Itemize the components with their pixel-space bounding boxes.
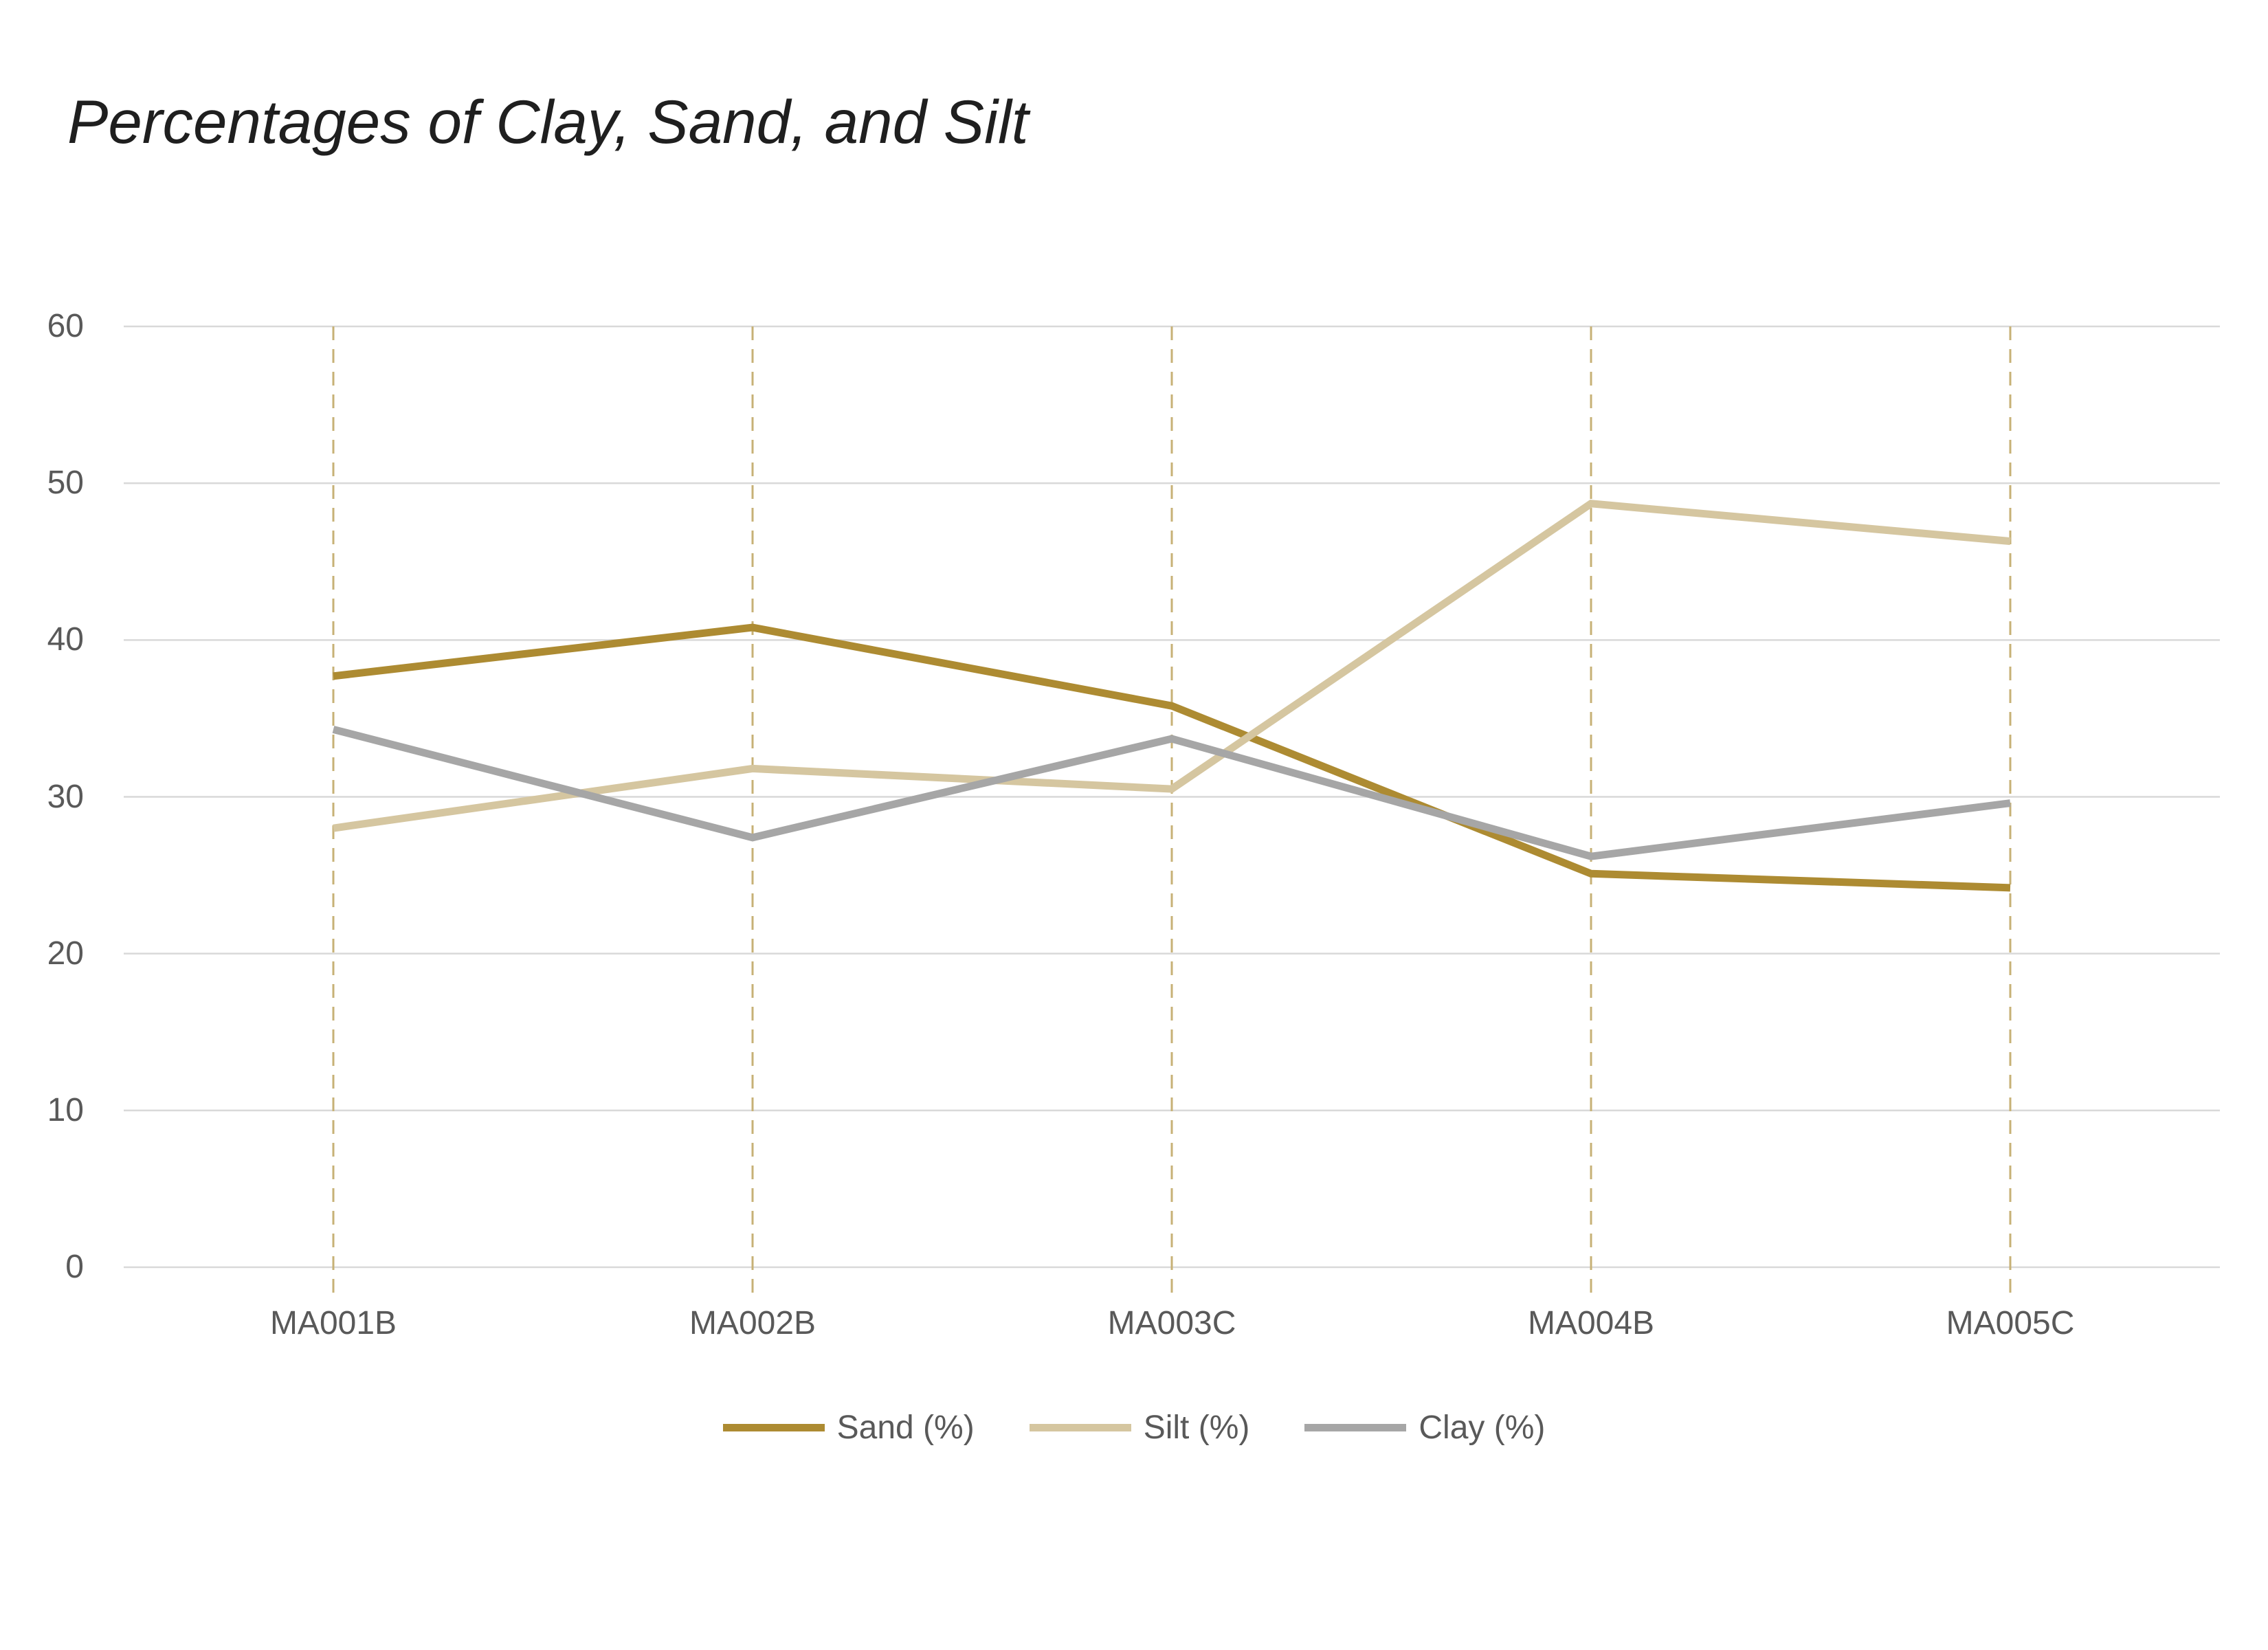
x-category-label: MA005C bbox=[1946, 1305, 2075, 1341]
legend-line-swatch-clay bbox=[1304, 1424, 1407, 1431]
y-tick-label: 60 bbox=[47, 308, 84, 344]
chart-title: Percentages of Clay, Sand, and Silt bbox=[67, 87, 1029, 156]
x-category-label: MA002B bbox=[689, 1305, 816, 1341]
x-category-label: MA004B bbox=[1527, 1305, 1655, 1341]
series-line-sand bbox=[333, 623, 2011, 892]
y-tick-label: 40 bbox=[47, 621, 84, 658]
legend: Sand (%) Silt (%) Clay (%) bbox=[0, 1409, 2268, 1447]
legend-item-silt: Silt (%) bbox=[1029, 1409, 1250, 1447]
legend-label-sand: Sand (%) bbox=[836, 1409, 975, 1446]
series-line-clay bbox=[332, 726, 2011, 860]
legend-label-silt: Silt (%) bbox=[1143, 1409, 1250, 1446]
series-line-silt bbox=[333, 500, 2011, 832]
y-tick-label: 50 bbox=[47, 465, 84, 502]
y-tick-label: 0 bbox=[65, 1249, 84, 1285]
legend-line-swatch-silt bbox=[1029, 1424, 1131, 1431]
y-tick-label: 30 bbox=[47, 778, 84, 815]
legend-label-clay: Clay (%) bbox=[1419, 1409, 1546, 1446]
legend-item-clay: Clay (%) bbox=[1304, 1409, 1545, 1447]
legend-line-swatch-sand bbox=[722, 1424, 825, 1431]
x-category-label: MA001B bbox=[269, 1305, 397, 1341]
x-category-label: MA003C bbox=[1107, 1305, 1236, 1341]
legend-item-sand: Sand (%) bbox=[722, 1409, 975, 1447]
y-tick-label: 10 bbox=[47, 1091, 84, 1128]
y-tick-label: 20 bbox=[47, 935, 84, 972]
